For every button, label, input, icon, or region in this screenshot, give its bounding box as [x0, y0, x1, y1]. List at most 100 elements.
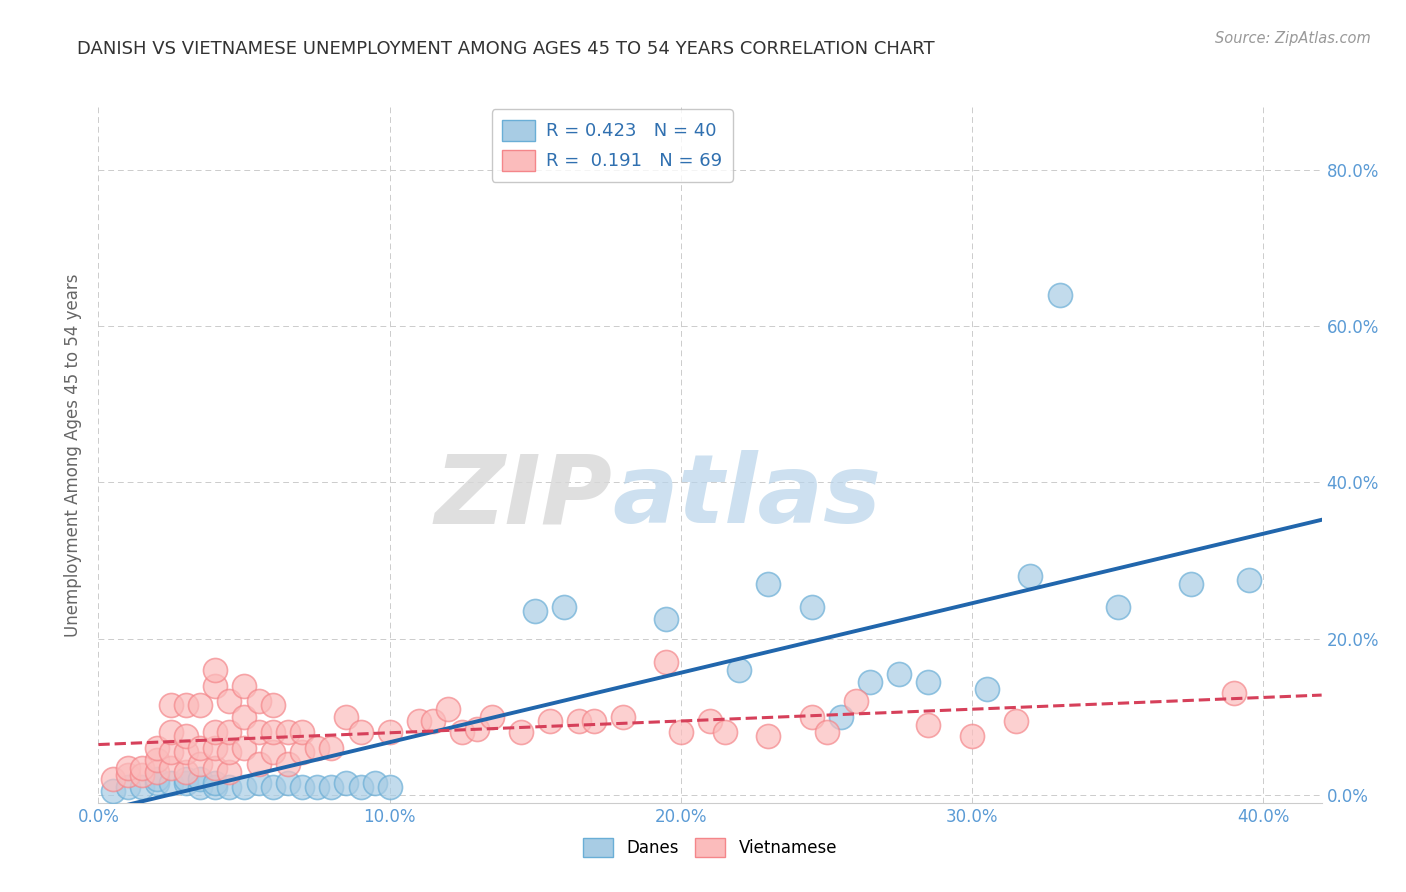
Point	[188, 698, 212, 712]
Point	[218, 764, 240, 779]
Point	[305, 741, 328, 756]
Point	[160, 776, 183, 790]
Point	[174, 698, 197, 712]
Point	[349, 780, 371, 794]
Point	[1004, 714, 1026, 728]
Point	[233, 741, 256, 756]
Point	[233, 710, 256, 724]
Point	[335, 710, 357, 724]
Point	[218, 780, 240, 794]
Point	[1049, 287, 1071, 301]
Point	[465, 722, 488, 736]
Point	[188, 772, 212, 787]
Point	[451, 725, 474, 739]
Point	[117, 768, 139, 782]
Point	[917, 717, 939, 731]
Point	[509, 725, 531, 739]
Point	[160, 761, 183, 775]
Point	[889, 666, 911, 681]
Point	[349, 725, 371, 739]
Point	[204, 725, 226, 739]
Point	[145, 764, 167, 779]
Point	[145, 753, 167, 767]
Point	[247, 756, 270, 771]
Point	[612, 710, 634, 724]
Point	[204, 776, 226, 790]
Point	[233, 780, 256, 794]
Point	[291, 725, 314, 739]
Point	[801, 710, 824, 724]
Point	[262, 780, 284, 794]
Point	[204, 679, 226, 693]
Point	[277, 725, 299, 739]
Point	[174, 772, 197, 787]
Point	[524, 604, 547, 618]
Point	[481, 710, 503, 724]
Point	[845, 694, 868, 708]
Point	[218, 745, 240, 759]
Point	[101, 772, 124, 787]
Point	[582, 714, 605, 728]
Point	[335, 776, 357, 790]
Point	[174, 764, 197, 779]
Point	[437, 702, 460, 716]
Point	[291, 780, 314, 794]
Point	[204, 663, 226, 677]
Point	[815, 725, 838, 739]
Point	[174, 745, 197, 759]
Point	[233, 679, 256, 693]
Point	[321, 741, 343, 756]
Point	[1237, 573, 1260, 587]
Point	[218, 694, 240, 708]
Point	[422, 714, 444, 728]
Point	[160, 698, 183, 712]
Point	[117, 780, 139, 794]
Point	[277, 756, 299, 771]
Point	[553, 600, 575, 615]
Text: DANISH VS VIETNAMESE UNEMPLOYMENT AMONG AGES 45 TO 54 YEARS CORRELATION CHART: DANISH VS VIETNAMESE UNEMPLOYMENT AMONG …	[77, 40, 935, 58]
Point	[568, 714, 591, 728]
Y-axis label: Unemployment Among Ages 45 to 54 years: Unemployment Among Ages 45 to 54 years	[65, 273, 83, 637]
Point	[262, 745, 284, 759]
Point	[728, 663, 751, 677]
Point	[699, 714, 721, 728]
Point	[538, 714, 561, 728]
Point	[1019, 569, 1042, 583]
Point	[277, 776, 299, 790]
Point	[378, 725, 401, 739]
Point	[188, 741, 212, 756]
Point	[976, 682, 998, 697]
Point	[305, 780, 328, 794]
Point	[801, 600, 824, 615]
Point	[408, 714, 430, 728]
Point	[262, 725, 284, 739]
Text: ZIP: ZIP	[434, 450, 612, 543]
Point	[655, 612, 678, 626]
Point	[291, 745, 314, 759]
Point	[262, 698, 284, 712]
Text: atlas: atlas	[612, 450, 882, 543]
Point	[160, 745, 183, 759]
Point	[188, 756, 212, 771]
Point	[131, 761, 153, 775]
Legend: Danes, Vietnamese: Danes, Vietnamese	[576, 831, 844, 864]
Point	[713, 725, 735, 739]
Point	[117, 761, 139, 775]
Point	[131, 768, 153, 782]
Point	[247, 776, 270, 790]
Point	[145, 741, 167, 756]
Point	[145, 776, 167, 790]
Point	[204, 780, 226, 794]
Point	[364, 776, 387, 790]
Point	[1180, 577, 1202, 591]
Point	[378, 780, 401, 794]
Point	[655, 655, 678, 669]
Point	[247, 694, 270, 708]
Point	[160, 725, 183, 739]
Point	[1107, 600, 1129, 615]
Point	[218, 725, 240, 739]
Point	[917, 674, 939, 689]
Point	[859, 674, 882, 689]
Point	[174, 730, 197, 744]
Text: Source: ZipAtlas.com: Source: ZipAtlas.com	[1215, 31, 1371, 46]
